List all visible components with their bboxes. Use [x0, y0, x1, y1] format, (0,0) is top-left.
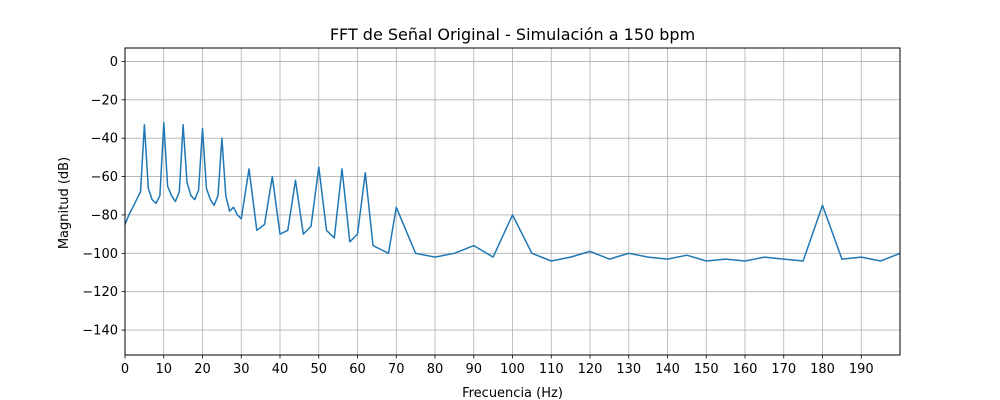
x-tick-label: 60: [349, 362, 366, 377]
y-tick-label: −120: [82, 285, 118, 300]
x-tick-label: 180: [810, 362, 835, 377]
x-axis-ticks: 0 10 20 30 40 50 60 70 80 90 100 110 120 130 140 150 160…: [121, 355, 874, 377]
x-tick-label: 30: [233, 362, 250, 377]
x-tick-label: 130: [616, 362, 641, 377]
y-tick-label: −40: [91, 132, 118, 147]
x-tick-label: 100: [500, 362, 525, 377]
series-line-0: [124, 122, 901, 262]
x-axis-label: Frecuencia (Hz): [462, 386, 563, 400]
chart-title: FFT de Señal Original - Simulación a 150…: [330, 25, 695, 44]
x-tick-label: 40: [272, 362, 289, 377]
y-tick-label: 0: [110, 55, 118, 70]
x-tick-label: 150: [694, 362, 719, 377]
grid-lines: [124, 48, 900, 355]
x-tick-label: 110: [539, 362, 564, 377]
x-tick-label: 140: [655, 362, 680, 377]
x-tick-label: 80: [427, 362, 444, 377]
x-tick-label: 90: [465, 362, 482, 377]
x-tick-label: 10: [155, 362, 172, 377]
x-tick-label: 20: [194, 362, 211, 377]
x-tick-label: 190: [849, 362, 874, 377]
y-tick-label: −60: [91, 170, 118, 185]
x-tick-label: 160: [733, 362, 758, 377]
x-tick-label: 50: [310, 362, 327, 377]
x-tick-label: 170: [771, 362, 796, 377]
x-tick-label: 70: [388, 362, 405, 377]
y-axis-ticks: 0 −20 −40 −60 −80 −100 −120 −140: [82, 55, 125, 339]
y-axis-label: Magnitud (dB): [57, 157, 72, 249]
y-tick-label: −20: [91, 93, 118, 108]
y-tick-label: −80: [91, 208, 118, 223]
x-tick-label: 120: [578, 362, 603, 377]
y-tick-label: −140: [82, 324, 118, 339]
plot-area: [124, 122, 901, 262]
x-tick-label: 0: [121, 362, 129, 377]
y-tick-label: −100: [82, 247, 118, 262]
